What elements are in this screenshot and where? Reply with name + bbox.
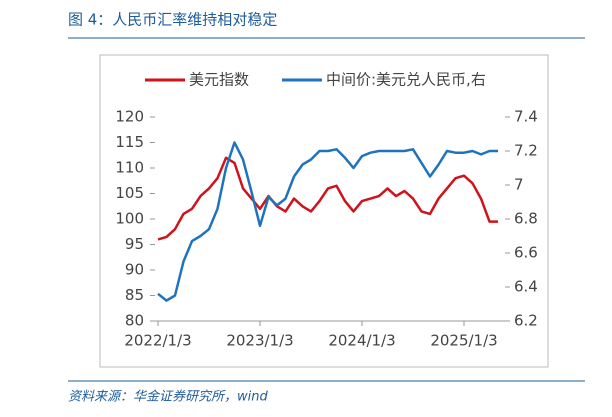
y2-tick-label: 6.6 (514, 244, 538, 262)
y-tick-label: 105 (115, 184, 144, 202)
y-tick-label: 115 (115, 133, 144, 151)
legend-label: 美元指数 (189, 71, 249, 89)
y-tick-label: 90 (125, 261, 144, 279)
y-tick-label: 100 (115, 210, 144, 228)
y2-tick-label: 6.8 (514, 210, 538, 228)
series-line (157, 156, 498, 241)
x-tick-label: 2025/1/3 (430, 332, 497, 350)
y-tick-label: 110 (115, 159, 144, 177)
series-line (157, 141, 498, 302)
y2-tick-label: 7 (514, 176, 524, 194)
y-tick-label: 85 (125, 286, 144, 304)
x-tick-label: 2023/1/3 (226, 332, 293, 350)
x-tick-label: 2022/1/3 (124, 332, 191, 350)
y2-tick-label: 7.4 (514, 108, 538, 126)
y2-tick-label: 6.4 (514, 278, 538, 296)
y-tick-label: 80 (125, 312, 144, 330)
y-tick-label: 120 (115, 108, 144, 126)
y2-tick-label: 7.2 (514, 142, 538, 160)
legend-label: 中间价:美元兑人民币,右 (326, 71, 486, 89)
source-note: 资料来源：华金证券研究所，wind (68, 389, 268, 405)
x-tick-label: 2024/1/3 (328, 332, 395, 350)
figure-title: 图 4：人民币汇率维持相对稳定 (68, 11, 277, 29)
y-tick-label: 95 (125, 235, 144, 253)
chart-frame (99, 54, 549, 368)
y2-tick-label: 6.2 (514, 312, 538, 330)
